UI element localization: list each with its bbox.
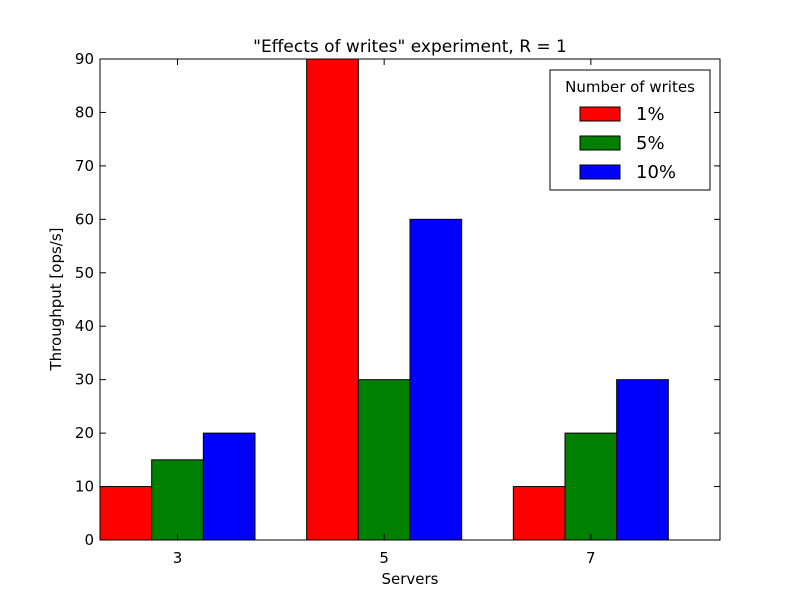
legend-box xyxy=(549,69,711,191)
bar-1pct-servers-7 xyxy=(512,486,566,541)
y-tick-label: 20 xyxy=(75,424,94,442)
bar-10pct-servers-5 xyxy=(409,218,463,541)
bar-10pct-servers-3 xyxy=(202,432,256,541)
bar-5pct-servers-3 xyxy=(151,459,204,541)
y-tick-label: 80 xyxy=(75,103,94,121)
legend-items: 1% 5% 10% xyxy=(579,104,676,183)
bar-5pct-servers-7 xyxy=(564,432,618,541)
y-tick-label: 0 xyxy=(84,531,94,549)
chart-title: "Effects of writes" experiment, R = 1 xyxy=(253,37,567,57)
legend-label: 1% xyxy=(636,104,665,125)
bar-1pct-servers-5 xyxy=(306,58,359,541)
bars-layer xyxy=(99,58,669,541)
bar-10pct-servers-7 xyxy=(616,379,669,541)
legend-swatch xyxy=(579,106,621,122)
y-tick-label: 60 xyxy=(75,210,94,228)
y-tick-label: 10 xyxy=(75,478,94,496)
x-axis-label: Servers xyxy=(381,570,438,588)
legend: Number of writes 1% 5% 10% xyxy=(549,69,711,191)
legend-swatch xyxy=(579,164,621,180)
legend-swatch xyxy=(579,135,621,151)
x-tick-label: 3 xyxy=(173,549,183,567)
legend-label: 5% xyxy=(636,133,665,154)
y-tick-label: 50 xyxy=(75,264,94,282)
x-tick-label: 7 xyxy=(586,549,596,567)
x-tick-label: 5 xyxy=(379,549,389,567)
legend-title: Number of writes xyxy=(565,78,695,96)
y-tick-label: 70 xyxy=(75,157,94,175)
y-axis-label: Throughput [ops/s] xyxy=(47,228,65,372)
legend-label: 10% xyxy=(636,162,676,183)
y-tick-label: 90 xyxy=(75,50,94,68)
bar-1pct-servers-3 xyxy=(99,486,153,541)
y-tick-label: 40 xyxy=(75,317,94,335)
bar-5pct-servers-5 xyxy=(357,379,411,541)
plot-frame xyxy=(99,58,721,541)
y-tick-label: 30 xyxy=(75,371,94,389)
